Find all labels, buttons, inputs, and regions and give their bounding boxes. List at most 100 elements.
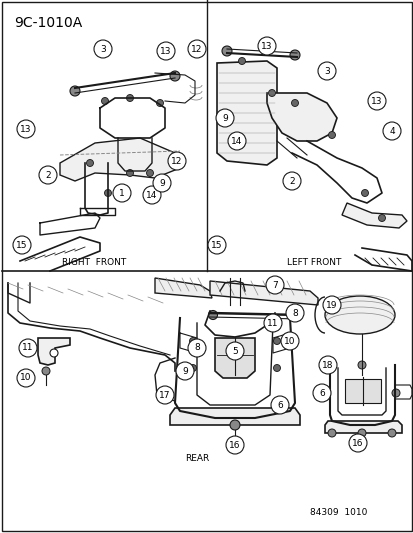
Polygon shape	[170, 408, 299, 425]
Circle shape	[153, 174, 171, 192]
Circle shape	[216, 109, 233, 127]
Text: 14: 14	[146, 190, 157, 199]
Circle shape	[126, 169, 133, 176]
Text: 7: 7	[271, 280, 277, 289]
Text: 12: 12	[171, 157, 182, 166]
Circle shape	[146, 169, 153, 176]
Polygon shape	[60, 138, 180, 181]
Circle shape	[225, 436, 243, 454]
Circle shape	[42, 367, 50, 375]
Text: REAR: REAR	[185, 454, 209, 463]
Circle shape	[39, 166, 57, 184]
Circle shape	[230, 420, 240, 430]
Circle shape	[322, 296, 340, 314]
Ellipse shape	[324, 296, 394, 334]
Text: 2: 2	[289, 176, 294, 185]
Text: 13: 13	[261, 42, 272, 51]
Text: 11: 11	[267, 319, 278, 327]
Circle shape	[328, 132, 335, 139]
Text: RIGHT  FRONT: RIGHT FRONT	[62, 258, 126, 267]
Text: 8: 8	[292, 309, 297, 318]
Circle shape	[101, 98, 108, 104]
Text: 17: 17	[159, 391, 170, 400]
Text: 6: 6	[318, 389, 324, 398]
Circle shape	[126, 94, 133, 101]
Circle shape	[289, 50, 299, 60]
Circle shape	[292, 311, 301, 319]
Text: 10: 10	[20, 374, 32, 383]
Circle shape	[280, 332, 298, 350]
Circle shape	[157, 42, 175, 60]
Circle shape	[382, 122, 400, 140]
Circle shape	[318, 356, 336, 374]
Circle shape	[86, 159, 93, 166]
Text: 4: 4	[388, 126, 394, 135]
Circle shape	[208, 311, 217, 319]
Text: 16: 16	[351, 439, 363, 448]
Circle shape	[17, 120, 35, 138]
Polygon shape	[324, 421, 401, 433]
Polygon shape	[38, 338, 70, 365]
Circle shape	[317, 62, 335, 80]
Text: 15: 15	[16, 240, 28, 249]
Circle shape	[268, 90, 275, 96]
Text: 18: 18	[321, 360, 333, 369]
Circle shape	[188, 339, 206, 357]
Circle shape	[94, 40, 112, 58]
Polygon shape	[216, 61, 276, 165]
Circle shape	[357, 361, 365, 369]
Text: LEFT FRONT: LEFT FRONT	[286, 258, 341, 267]
Text: 9C-1010A: 9C-1010A	[14, 16, 82, 30]
Circle shape	[142, 186, 161, 204]
Circle shape	[207, 236, 225, 254]
Text: 6: 6	[276, 400, 282, 409]
Circle shape	[221, 46, 231, 56]
Circle shape	[19, 339, 37, 357]
Circle shape	[291, 100, 298, 107]
Circle shape	[188, 40, 206, 58]
Circle shape	[327, 429, 335, 437]
Circle shape	[168, 152, 185, 170]
Text: 14: 14	[231, 136, 242, 146]
Circle shape	[238, 58, 245, 64]
Circle shape	[17, 369, 35, 387]
Circle shape	[104, 190, 111, 197]
Text: 13: 13	[370, 96, 382, 106]
Circle shape	[189, 337, 196, 344]
Circle shape	[391, 389, 399, 397]
Circle shape	[357, 429, 365, 437]
Circle shape	[273, 337, 280, 344]
Circle shape	[367, 92, 385, 110]
Text: 10: 10	[284, 336, 295, 345]
Circle shape	[377, 214, 385, 222]
Text: 12: 12	[191, 44, 202, 53]
Circle shape	[156, 100, 163, 107]
Text: 8: 8	[194, 343, 199, 352]
Polygon shape	[266, 93, 336, 141]
Circle shape	[176, 362, 194, 380]
Circle shape	[361, 190, 368, 197]
Text: 2: 2	[45, 171, 51, 180]
Circle shape	[271, 396, 288, 414]
Circle shape	[282, 172, 300, 190]
Circle shape	[285, 304, 303, 322]
Text: 13: 13	[20, 125, 32, 133]
Text: 11: 11	[22, 343, 34, 352]
Circle shape	[387, 429, 395, 437]
Circle shape	[257, 37, 275, 55]
Polygon shape	[154, 278, 211, 298]
Circle shape	[228, 132, 245, 150]
Circle shape	[189, 365, 196, 372]
Circle shape	[50, 349, 58, 357]
Circle shape	[170, 71, 180, 81]
Circle shape	[263, 314, 281, 332]
Text: 1: 1	[119, 189, 125, 198]
Circle shape	[348, 434, 366, 452]
Text: 19: 19	[325, 301, 337, 310]
Text: 13: 13	[160, 46, 171, 55]
Circle shape	[113, 184, 131, 202]
Circle shape	[70, 86, 80, 96]
Text: 3: 3	[100, 44, 106, 53]
Polygon shape	[214, 338, 254, 378]
Text: 15: 15	[211, 240, 222, 249]
